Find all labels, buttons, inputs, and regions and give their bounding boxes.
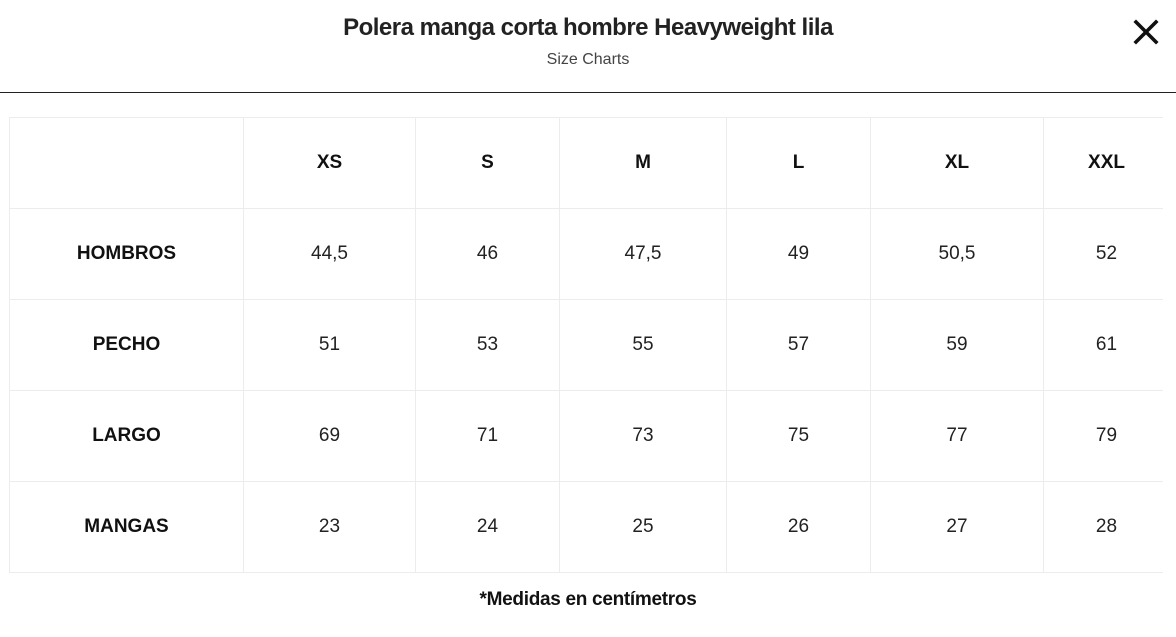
table-cell: 46 [415, 208, 560, 300]
size-header-l: L [726, 117, 871, 209]
size-table: XS S M L XL XXL HOMBROS 44,5 46 47,5 49 … [9, 117, 1163, 573]
close-icon [1133, 19, 1159, 45]
close-button[interactable] [1132, 18, 1160, 46]
modal-header: Polera manga corta hombre Heavyweight li… [0, 0, 1176, 93]
row-label-mangas: MANGAS [9, 481, 244, 573]
header-row: XS S M L XL XXL [9, 117, 1163, 209]
table-cell: 50,5 [870, 208, 1044, 300]
row-label-largo: LARGO [9, 390, 244, 482]
table-cell: 27 [870, 481, 1044, 573]
table-row: LARGO 69 71 73 75 77 79 [9, 390, 1163, 482]
table-cell: 44,5 [243, 208, 416, 300]
size-table-container: XS S M L XL XXL HOMBROS 44,5 46 47,5 49 … [9, 117, 1163, 576]
modal-title: Polera manga corta hombre Heavyweight li… [343, 14, 833, 41]
table-row: HOMBROS 44,5 46 47,5 49 50,5 52 [9, 208, 1163, 300]
table-cell: 79 [1043, 390, 1163, 482]
table-cell: 77 [870, 390, 1044, 482]
table-cell: 55 [559, 299, 727, 391]
table-cell: 51 [243, 299, 416, 391]
row-label-pecho: PECHO [9, 299, 244, 391]
table-cell: 24 [415, 481, 560, 573]
table-cell: 49 [726, 208, 871, 300]
row-label-hombros: HOMBROS [9, 208, 244, 300]
measurement-footnote: *Medidas en centímetros [479, 589, 697, 610]
table-cell: 23 [243, 481, 416, 573]
size-header-m: M [559, 117, 727, 209]
table-cell: 61 [1043, 299, 1163, 391]
table-cell: 57 [726, 299, 871, 391]
size-header-xs: XS [243, 117, 416, 209]
size-header-xxl: XXL [1043, 117, 1163, 209]
modal-subtitle: Size Charts [546, 51, 630, 68]
table-cell: 75 [726, 390, 871, 482]
table-row: MANGAS 23 24 25 26 27 28 [9, 481, 1163, 573]
table-cell: 47,5 [559, 208, 727, 300]
table-cell: 25 [559, 481, 727, 573]
size-header-s: S [415, 117, 560, 209]
size-header-xl: XL [870, 117, 1044, 209]
corner-cell [9, 117, 244, 209]
table-row: PECHO 51 53 55 57 59 61 [9, 299, 1163, 391]
table-cell: 52 [1043, 208, 1163, 300]
table-cell: 69 [243, 390, 416, 482]
table-cell: 26 [726, 481, 871, 573]
table-cell: 71 [415, 390, 560, 482]
table-cell: 59 [870, 299, 1044, 391]
table-cell: 73 [559, 390, 727, 482]
table-cell: 28 [1043, 481, 1163, 573]
table-cell: 53 [415, 299, 560, 391]
